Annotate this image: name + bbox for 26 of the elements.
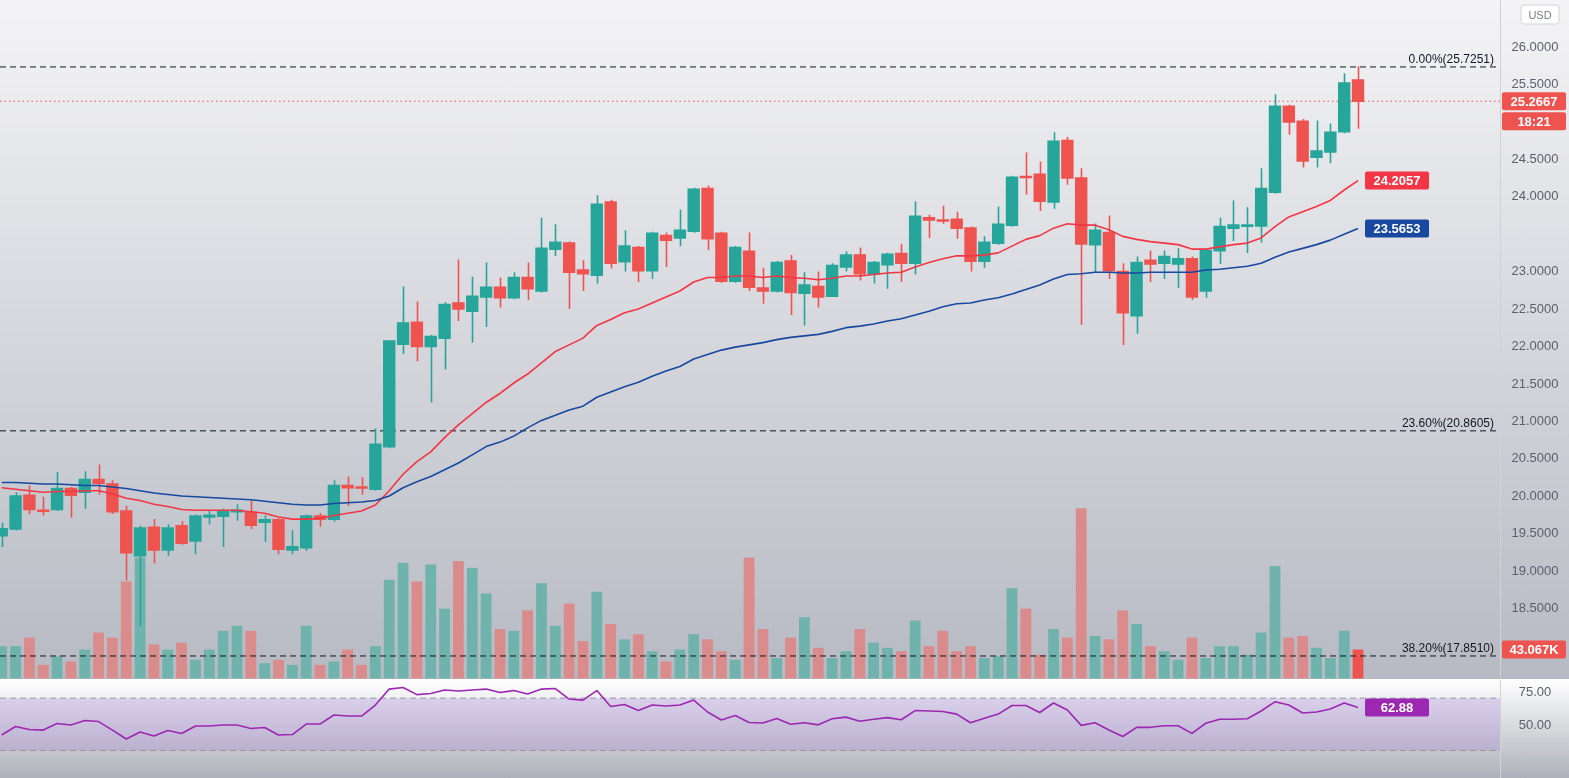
text: 43.067K (1509, 642, 1560, 658)
y-tick-label: 20.0000 (1511, 487, 1559, 503)
ref-line-label: 38.20%(17.8510) (1401, 640, 1494, 655)
y-tick-label: 24.0000 (1511, 188, 1559, 204)
y-tick-label: 19.0000 (1511, 562, 1559, 578)
data-label: 24.2057 (1373, 173, 1421, 189)
ref-line-label: 0.00%(25.7251) (1408, 51, 1494, 66)
y-tick-label: 20.5000 (1511, 450, 1559, 466)
y-tick-label: 22.5000 (1511, 300, 1559, 316)
y-tick-label: 18.5000 (1511, 599, 1559, 615)
text: 18:21 (1517, 113, 1551, 129)
y-tick-label: 24.5000 (1511, 151, 1559, 167)
y-tick-label: 50.00 (1518, 716, 1552, 732)
data-label: 62.88 (1380, 699, 1414, 715)
y-tick-label: 23.0000 (1511, 263, 1559, 279)
y-tick-label: 21.0000 (1511, 412, 1559, 428)
y-tick-label: 26.0000 (1511, 38, 1559, 54)
ref-line-label: 23.60%(20.8605) (1401, 415, 1494, 430)
y-tick-label: 19.5000 (1511, 525, 1559, 541)
data-label: 23.5653 (1373, 221, 1421, 237)
y-tick-label: 21.5000 (1511, 375, 1559, 391)
y-tick-label: 22.0000 (1511, 338, 1559, 354)
y-tick-label: 75.00 (1518, 684, 1552, 700)
text: USD (1528, 8, 1552, 21)
y-tick-label: 25.5000 (1511, 76, 1559, 92)
ref-line-label: 25.2667 (1510, 93, 1558, 109)
